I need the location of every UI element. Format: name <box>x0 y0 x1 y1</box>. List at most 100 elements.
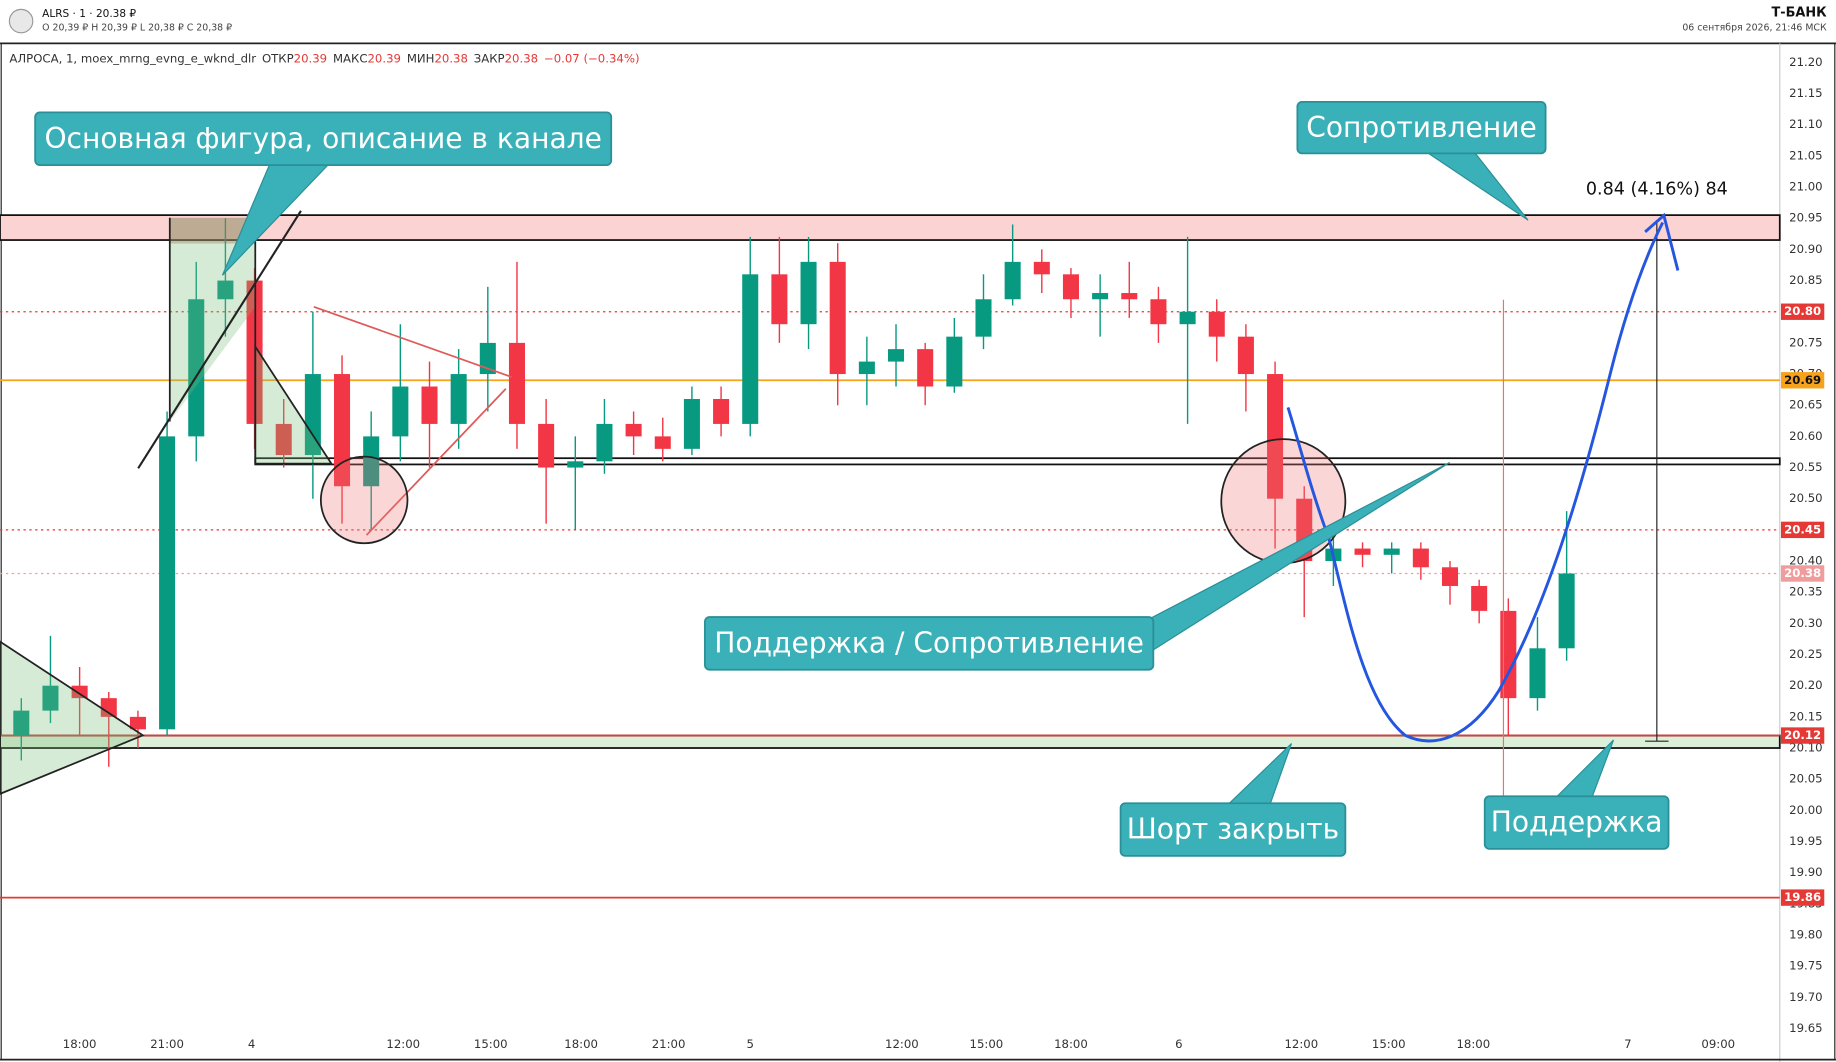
candle-body <box>596 423 613 462</box>
x-tick-label: 12:00 <box>386 1037 420 1051</box>
legend-label: ЗАКР <box>474 51 505 65</box>
candle-body <box>683 398 700 449</box>
candle-body <box>421 386 438 424</box>
legend-label: ОТКР <box>262 51 294 65</box>
legend-label: МАКС <box>333 51 368 65</box>
candle-body <box>334 374 351 487</box>
y-tick-label: 21.15 <box>1789 86 1822 100</box>
x-tick-label: 15:00 <box>474 1037 508 1051</box>
price-tag <box>1780 303 1825 320</box>
candle-body <box>1267 374 1284 499</box>
candle-body <box>42 685 59 711</box>
candle-body <box>1412 548 1429 568</box>
trend-line <box>313 305 512 378</box>
zone <box>254 457 1781 466</box>
y-tick-label: 21.10 <box>1789 117 1822 131</box>
y-tick-label: 20.85 <box>1789 273 1822 287</box>
price-tag-label: 20.38 <box>1784 566 1821 580</box>
legend-value: 20.39 <box>294 51 327 65</box>
y-tick-label: 20.75 <box>1789 335 1822 349</box>
candle-body <box>1383 548 1400 555</box>
candle-body <box>946 336 963 387</box>
plot-background-layer: 19.6519.7019.7519.8019.8519.9019.9520.00… <box>0 55 1823 1051</box>
candle-body <box>1471 585 1488 611</box>
zone <box>0 734 1781 749</box>
candle-body <box>1441 567 1459 586</box>
candle-body <box>1237 336 1254 375</box>
callout-text: Шорт закрыть <box>1127 813 1339 846</box>
candle-body <box>159 436 176 730</box>
candle-body <box>888 349 905 362</box>
y-tick-label: 20.55 <box>1789 460 1822 474</box>
y-tick-label: 20.50 <box>1789 491 1822 505</box>
legend-value: 20.39 <box>368 51 401 65</box>
candle-body <box>450 374 467 424</box>
ticker-icon <box>8 8 34 34</box>
pattern-area <box>169 217 256 422</box>
trend-line <box>137 210 302 469</box>
triangle <box>0 640 145 795</box>
candle-body <box>1558 573 1575 649</box>
x-tick-label: 4 <box>248 1037 255 1051</box>
y-tick-label: 20.35 <box>1789 585 1822 599</box>
x-tick-label: 09:00 <box>1701 1037 1735 1051</box>
candle-body <box>1004 261 1021 300</box>
price-tag-label: 20.80 <box>1784 304 1821 318</box>
price-tag-label: 20.12 <box>1784 728 1821 742</box>
legend-change: −0.07 (−0.34%) <box>544 51 640 65</box>
candle-body <box>508 342 525 424</box>
x-tick-label: 21:00 <box>652 1037 686 1051</box>
candle-body <box>1092 293 1109 300</box>
candles <box>13 218 1575 767</box>
candle-body <box>829 261 846 375</box>
legend-value: 20.38 <box>505 51 538 65</box>
candle-body <box>771 274 788 325</box>
measure-label: 0.84 (4.16%) 84 <box>1586 180 1728 200</box>
legend: АЛРОСА, 1, moex_mrng_evng_e_wknd_dlr ОТКР… <box>9 51 639 65</box>
ohlc: O 20,39 ₽ H 20,39 ₽ L 20,38 ₽ C 20,38 ₽ <box>42 23 232 34</box>
price-tag <box>1780 372 1825 389</box>
price-tag <box>1780 521 1825 539</box>
x-tick-label: 15:00 <box>970 1037 1004 1051</box>
x-tick-label: 18:00 <box>564 1037 598 1051</box>
candle-body <box>1033 261 1050 275</box>
candle-body <box>742 274 759 424</box>
callout-box <box>1119 802 1347 857</box>
price-tag-label: 20.69 <box>1784 373 1821 387</box>
y-tick-label: 19.70 <box>1789 990 1822 1004</box>
candle-body <box>275 423 292 456</box>
projection-arrow <box>1644 212 1680 271</box>
candle-body <box>917 349 934 387</box>
y-tick-label: 19.80 <box>1789 928 1822 942</box>
candle-body <box>1500 610 1517 699</box>
y-tick-label: 20.40 <box>1789 554 1822 568</box>
trend-line <box>365 388 507 536</box>
candle-body <box>1179 311 1196 325</box>
candle-body <box>1121 293 1138 300</box>
price-tag-label: 20.45 <box>1784 522 1821 536</box>
x-tick-label: 5 <box>747 1037 754 1051</box>
brand: Т-БАНК <box>1771 5 1827 20</box>
legend-name: АЛРОСА, 1, moex_mrng_evng_e_wknd_dlr <box>9 51 256 65</box>
datetime: 06 сентября 2026, 21:46 МСК <box>1682 23 1827 34</box>
y-tick-label: 19.95 <box>1789 834 1822 848</box>
callout-box <box>1296 100 1547 155</box>
candle-body <box>654 436 671 449</box>
y-tick-label: 19.75 <box>1789 959 1822 973</box>
candle-body <box>1062 274 1079 300</box>
legend-label: МИН <box>407 51 435 65</box>
candle-body <box>363 436 380 487</box>
y-tick-label: 20.00 <box>1789 803 1822 817</box>
y-tick-label: 19.90 <box>1789 865 1822 879</box>
candle-body <box>1529 648 1546 699</box>
y-tick-label: 20.65 <box>1789 398 1822 412</box>
y-tick-label: 20.10 <box>1789 741 1822 755</box>
y-tick-label: 21.05 <box>1789 148 1822 162</box>
y-tick-label: 21.00 <box>1789 180 1822 194</box>
y-tick-label: 20.95 <box>1789 211 1822 225</box>
callout-text: Сопротивление <box>1306 111 1537 144</box>
x-tick-label: 18:00 <box>1054 1037 1088 1051</box>
x-tick-label: 7 <box>1624 1037 1631 1051</box>
